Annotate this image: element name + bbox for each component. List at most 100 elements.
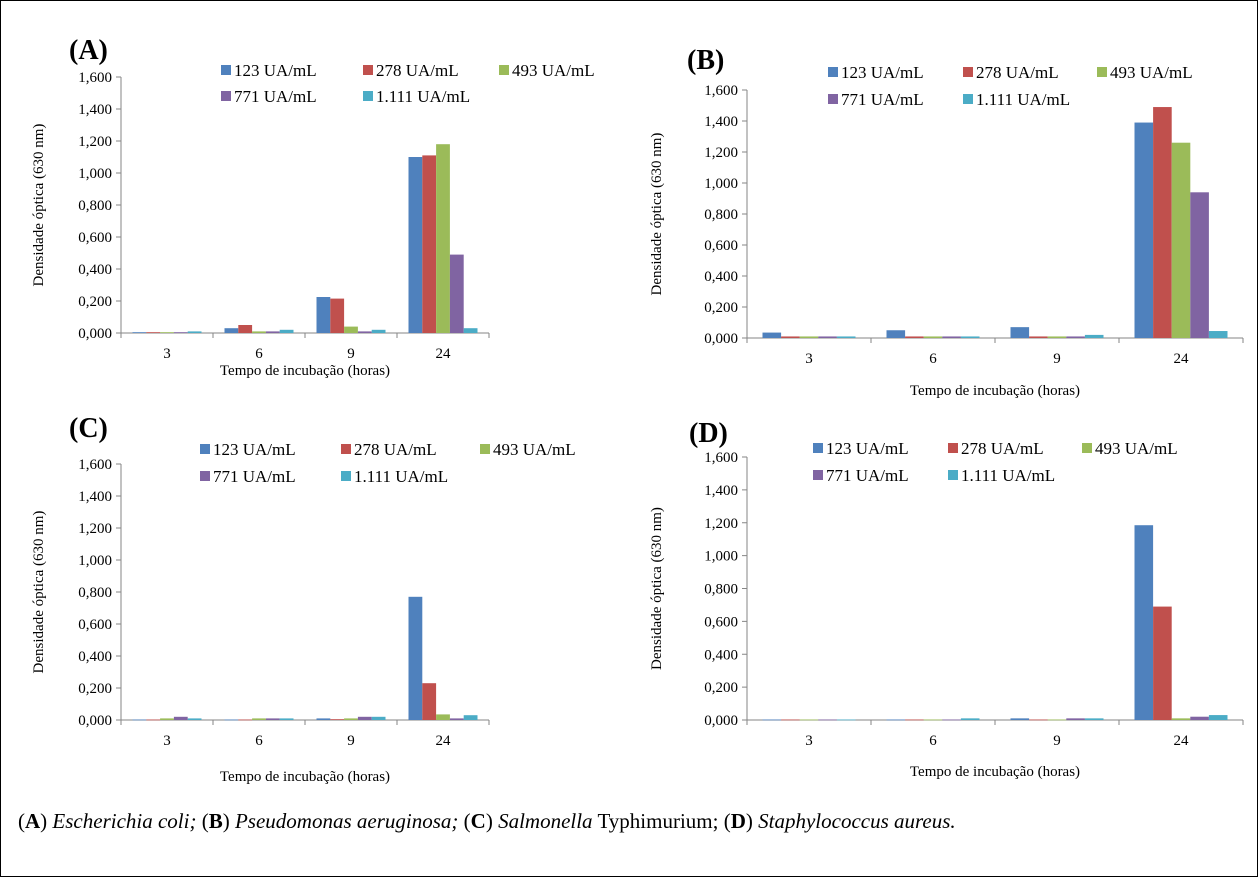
legend-label: 278 UA/mL [354, 440, 437, 459]
bar [1171, 718, 1191, 720]
bar [187, 718, 202, 720]
y-axis-title: Densidade óptica (630 nm) [31, 511, 47, 674]
legend-label: 123 UA/mL [234, 61, 317, 80]
bar [1029, 336, 1048, 338]
y-tick-label: 0,800 [704, 207, 738, 223]
legend-swatch [341, 471, 351, 481]
x-tick-label: 9 [1053, 351, 1061, 367]
legend-label: 493 UA/mL [1095, 439, 1178, 458]
chart-panel-d: (D) 0,000 0,200 0,400 0,600 0,800 1,000 1,200 1,… [649, 418, 1244, 780]
y-tick-label: 0,400 [78, 262, 112, 278]
bar [279, 718, 294, 720]
bar [781, 336, 800, 338]
y-tick-label: 1,400 [704, 114, 738, 130]
bar [238, 719, 253, 721]
bar [799, 719, 819, 721]
legend-label: 771 UA/mL [213, 467, 296, 486]
legend-swatch [480, 444, 490, 454]
y-tick-label: 0,400 [78, 649, 112, 665]
bar [1084, 718, 1104, 720]
bar [316, 718, 331, 720]
legend-label: 771 UA/mL [826, 466, 909, 485]
bar [449, 718, 464, 720]
bar [371, 716, 386, 720]
bar [371, 329, 386, 333]
x-tick-label: 9 [347, 346, 355, 362]
y-tick-label: 1,200 [704, 145, 738, 161]
legend-swatch [200, 471, 210, 481]
bar [316, 297, 331, 333]
bar [836, 719, 856, 721]
caption-species-b: Pseudomonas aeruginosa; [234, 809, 459, 833]
bar [160, 718, 174, 720]
bar [1010, 327, 1030, 338]
x-tick-label: 9 [347, 733, 355, 749]
bar [1153, 606, 1172, 720]
bar [344, 326, 358, 333]
legend-swatch [363, 91, 373, 101]
legend-label: 278 UA/mL [961, 439, 1044, 458]
caption-serovar-c: Typhimurium; [597, 809, 719, 833]
bar [762, 719, 782, 721]
bar [1190, 192, 1209, 338]
y-tick-label: 0,200 [78, 681, 112, 697]
y-tick-label: 0,600 [704, 614, 738, 630]
y-tick-label: 0,400 [704, 269, 738, 285]
x-axis-title: Tempo de incubação (horas) [220, 769, 390, 785]
y-tick-label: 1,200 [78, 134, 112, 150]
bar [449, 254, 464, 333]
y-tick-label: 1,600 [78, 457, 112, 473]
bar [836, 336, 856, 338]
legend-swatch [963, 94, 973, 104]
caption-letter-a: A [25, 809, 41, 833]
legend-swatch [363, 65, 373, 75]
bar [422, 155, 437, 333]
bar [1190, 716, 1209, 720]
bar [942, 336, 961, 338]
chart-panel-a: (A) 0,000 0,200 0,400 0,600 0,800 1,000 1,200 1,… [31, 35, 595, 379]
y-tick-label: 0,200 [704, 300, 738, 316]
bar [960, 336, 980, 338]
legend-swatch [948, 443, 958, 453]
legend-label: 1.111 UA/mL [376, 87, 470, 106]
figure-caption: (A) Escherichia coli; (B) Pseudomonas ae… [18, 809, 956, 833]
y-tick-label: 0,800 [704, 582, 738, 598]
legend-swatch [828, 94, 838, 104]
y-tick-label: 0,800 [78, 585, 112, 601]
legend-swatch [828, 67, 838, 77]
bar [146, 332, 161, 333]
bar [330, 298, 345, 333]
legend-label: 123 UA/mL [826, 439, 909, 458]
bar [279, 329, 294, 333]
caption-letter-c: C [470, 809, 486, 833]
bar [762, 332, 782, 338]
legend-swatch [499, 65, 509, 75]
bar [173, 332, 188, 333]
y-tick-label: 0,600 [78, 230, 112, 246]
y-tick-label: 1,000 [704, 176, 738, 192]
figure-charts: (A) 0,000 0,200 0,400 0,600 0,800 1,000 1,200 1,… [31, 35, 1244, 785]
y-tick-label: 1,400 [704, 483, 738, 499]
bar [436, 144, 450, 333]
x-axis-title: Tempo de incubação (horas) [220, 363, 390, 379]
x-tick-label: 24 [436, 346, 452, 362]
bar [923, 719, 943, 721]
legend-label: 278 UA/mL [976, 63, 1059, 82]
bar [252, 331, 266, 333]
y-tick-label: 0,600 [704, 238, 738, 254]
caption-genus-c: Salmonella [498, 809, 593, 833]
legend-label: 493 UA/mL [512, 61, 595, 80]
y-tick-label: 1,200 [78, 521, 112, 537]
caption-species-a: Escherichia coli; [52, 809, 197, 833]
bar [1208, 715, 1228, 720]
bar [238, 325, 253, 333]
bar [1171, 142, 1191, 338]
y-tick-label: 0,200 [78, 294, 112, 310]
legend-label: 1.111 UA/mL [961, 466, 1055, 485]
legend-swatch [221, 65, 231, 75]
bar [408, 157, 423, 333]
x-tick-label: 9 [1053, 733, 1061, 749]
x-tick-label: 6 [929, 733, 937, 749]
legend-label: 493 UA/mL [493, 440, 576, 459]
